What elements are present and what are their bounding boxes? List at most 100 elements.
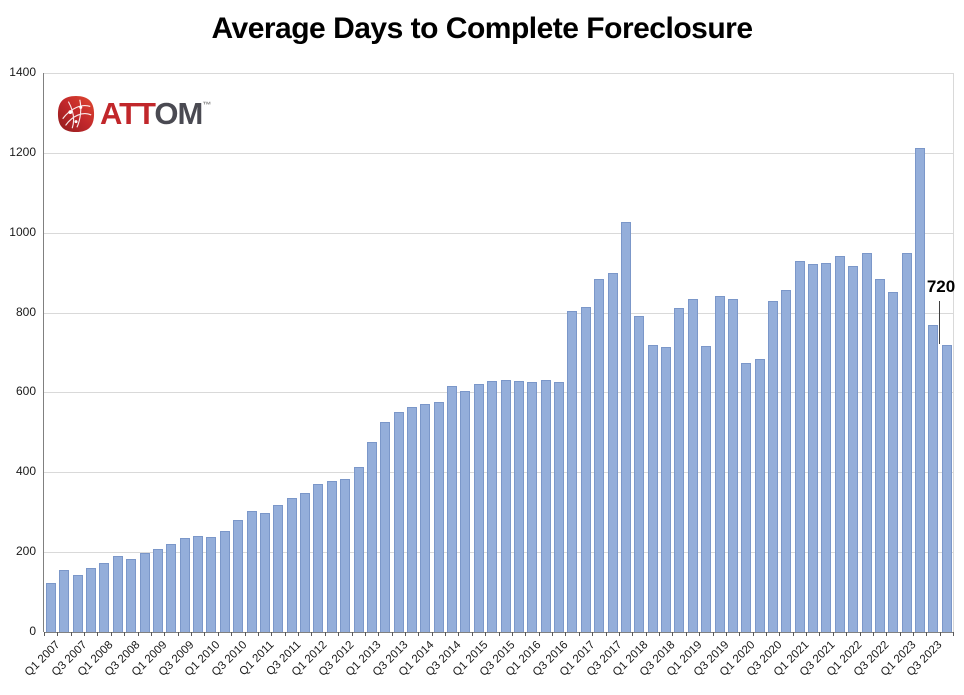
bar-Q4-2011 [300, 493, 311, 632]
x-axis-tick [244, 632, 246, 636]
x-axis-tick [471, 632, 473, 636]
gridline-1000 [44, 232, 953, 234]
x-axis-tick [150, 632, 152, 636]
x-axis-tick [418, 632, 420, 636]
x-tick-label-Q3-2017: Q3 2017 [584, 639, 625, 679]
bar-Q4-2007 [86, 568, 97, 632]
bar-Q2-2020 [754, 358, 765, 632]
x-axis-tick [458, 632, 460, 636]
x-axis-tick [338, 632, 340, 636]
x-axis-tick [257, 632, 259, 636]
gridline-1200 [44, 152, 953, 154]
last-bar-value-annotation: 720 [926, 277, 956, 296]
plot-area [43, 73, 955, 636]
gridline-400 [44, 472, 953, 474]
x-axis-tick [712, 632, 714, 636]
x-axis-tick [659, 632, 661, 636]
bar-Q1-2016 [527, 382, 538, 632]
x-axis-tick [699, 632, 701, 636]
y-tick-label-200: 200 [15, 544, 36, 559]
bar-Q1-2007 [46, 583, 56, 632]
x-axis-tick [137, 632, 139, 636]
x-axis-tick [806, 632, 808, 636]
bar-Q3-2016 [554, 382, 565, 632]
bar-Q3-2013 [393, 412, 404, 632]
x-axis-tick [391, 632, 393, 636]
x-axis-tick [404, 632, 406, 636]
bar-Q2-2008 [112, 556, 123, 632]
bar-Q1-2022 [848, 265, 859, 632]
x-axis-tick [605, 632, 607, 636]
x-tick-label-Q3-2020: Q3 2020 [744, 639, 785, 679]
x-tick-label-Q3-2023: Q3 2023 [905, 639, 945, 679]
bar-Q1-2021 [794, 260, 805, 632]
x-axis-tick [364, 632, 366, 636]
bar-Q4-2023 [941, 344, 952, 632]
bar-Q3-2022 [874, 278, 885, 632]
annotation-leader-line [939, 301, 940, 344]
bar-Q4-2014 [460, 390, 471, 632]
x-axis-tick [538, 632, 540, 636]
x-axis-tick [70, 632, 72, 636]
x-axis-tick [926, 632, 928, 636]
gridline-600 [44, 392, 953, 394]
y-tick-label-1200: 1200 [9, 144, 36, 159]
bar-Q2-2010 [219, 530, 230, 632]
x-axis-line [44, 632, 953, 633]
x-axis-tick [578, 632, 580, 636]
bar-Q1-2023 [901, 252, 912, 632]
x-axis-tick [913, 632, 915, 636]
gridline-1400 [44, 73, 953, 74]
x-tick-label-Q3-2019: Q3 2019 [691, 639, 731, 679]
x-axis-tick [284, 632, 286, 636]
x-axis-tick [739, 632, 741, 636]
x-axis-tick [953, 632, 955, 636]
x-axis-tick [792, 632, 794, 636]
trademark-symbol: ™ [202, 100, 211, 110]
bar-Q3-2023 [928, 324, 939, 632]
bar-Q1-2009 [152, 548, 163, 632]
x-axis-tick [765, 632, 767, 636]
x-axis-tick [685, 632, 687, 636]
bar-Q3-2012 [340, 479, 351, 632]
bar-Q3-2018 [661, 347, 672, 632]
y-tick-label-1000: 1000 [9, 224, 36, 239]
x-tick-label-Q3-2013: Q3 2013 [370, 639, 411, 679]
bar-Q4-2019 [727, 299, 738, 632]
x-tick-label-Q1-2010: Q1 2010 [183, 639, 223, 679]
y-tick-label-0: 0 [29, 624, 36, 638]
bar-Q2-2019 [701, 346, 712, 632]
x-tick-label-Q3-2009: Q3 2009 [156, 639, 197, 679]
bar-Q1-2018 [634, 316, 645, 632]
bar-Q3-2015 [500, 380, 511, 632]
bar-Q2-2014 [433, 401, 444, 632]
bar-Q3-2009 [179, 538, 190, 632]
x-tick-label-Q3-2010: Q3 2010 [209, 639, 250, 679]
bar-Q3-2011 [286, 497, 297, 632]
bar-Q3-2010 [233, 520, 244, 632]
x-axis-tick [565, 632, 567, 636]
bar-Q2-2013 [380, 421, 391, 632]
x-tick-label-Q1-2016: Q1 2016 [504, 639, 544, 679]
bar-Q1-2019 [687, 298, 698, 632]
x-axis-tick [110, 632, 112, 636]
bar-Q3-2017 [607, 273, 618, 632]
x-tick-label-Q1-2012: Q1 2012 [290, 639, 330, 679]
bar-Q2-2015 [487, 380, 498, 632]
bar-Q1-2014 [420, 403, 431, 632]
bar-Q1-2013 [366, 441, 377, 632]
x-axis-tick [378, 632, 380, 636]
x-axis-tick [231, 632, 233, 636]
x-axis-tick [939, 632, 941, 636]
bar-Q2-2009 [166, 543, 177, 632]
bar-Q4-2017 [620, 221, 631, 632]
x-axis-tick [819, 632, 821, 636]
x-axis-tick [672, 632, 674, 636]
x-axis-tick [645, 632, 647, 636]
bar-Q1-2010 [206, 537, 217, 632]
x-tick-label-Q1-2021: Q1 2021 [771, 639, 812, 679]
bar-Q1-2020 [741, 363, 752, 632]
x-tick-label-Q3-2011: Q3 2011 [264, 639, 304, 679]
x-axis-tick [97, 632, 99, 636]
x-axis-tick [899, 632, 901, 636]
